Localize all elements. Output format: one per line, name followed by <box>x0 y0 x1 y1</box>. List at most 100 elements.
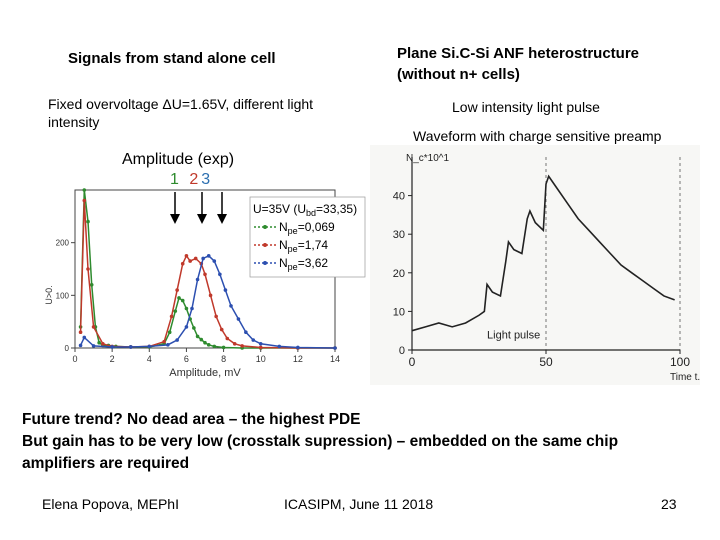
data-point <box>190 306 194 311</box>
y-axis-label: U>0. <box>44 285 54 304</box>
data-point <box>212 259 217 263</box>
x-tick-label: 14 <box>330 354 340 364</box>
x-axis-label: Time t. <box>670 372 700 383</box>
data-point <box>162 339 166 344</box>
x-tick-label: 12 <box>293 354 303 364</box>
legend-swatch-dot <box>263 243 267 247</box>
data-point <box>214 314 218 319</box>
data-point <box>78 330 83 334</box>
footer-page-number: 23 <box>661 496 677 512</box>
data-point <box>86 267 90 271</box>
y-tick-label: 40 <box>393 191 405 203</box>
data-point <box>225 336 230 341</box>
data-point <box>173 309 178 313</box>
data-point <box>244 330 248 334</box>
data-point <box>192 326 196 330</box>
waveform-line <box>411 174 675 332</box>
data-point <box>184 325 189 329</box>
data-point <box>206 254 211 258</box>
y-tick-label: 30 <box>393 229 405 241</box>
data-point <box>236 317 241 321</box>
x-tick-label: 50 <box>539 355 553 369</box>
low-intensity-label: Low intensity light pulse <box>452 99 600 115</box>
arrow-1-icon <box>170 214 180 224</box>
x-tick-label: 0 <box>409 355 416 369</box>
data-point <box>229 304 233 308</box>
x-tick-label: 4 <box>147 354 152 364</box>
future-line3: amplifiers are required <box>22 455 190 472</box>
data-point <box>86 219 90 224</box>
data-point <box>218 272 222 277</box>
data-point <box>82 335 87 340</box>
data-point <box>277 344 282 349</box>
data-point <box>193 256 198 261</box>
scan-background <box>370 145 700 385</box>
data-point <box>167 330 172 334</box>
arrow-3-icon <box>217 214 227 224</box>
data-point <box>223 288 228 292</box>
data-point <box>82 188 87 192</box>
data-point <box>175 338 179 342</box>
data-point <box>203 272 207 277</box>
legend-entry: Npe=3,62 <box>279 256 328 272</box>
data-point <box>147 344 152 349</box>
y-tick-label: 200 <box>56 239 70 248</box>
legend-box <box>249 196 366 278</box>
arrow-2-icon <box>197 214 207 224</box>
y-tick-label: 100 <box>56 291 70 300</box>
data-point <box>89 283 94 287</box>
y-tick-label: 0 <box>65 344 70 353</box>
marker-2: 2 <box>189 171 202 188</box>
data-point <box>110 345 114 349</box>
legend-swatch-dot <box>263 261 267 265</box>
right-title-line1: Plane Si.C-Si ANF heterostructure <box>397 45 639 62</box>
condition-part3: intensity <box>48 114 100 130</box>
data-point <box>195 334 200 339</box>
data-point <box>78 343 83 348</box>
y-tick-label: 20 <box>393 268 405 280</box>
footer-conference: ICASIPM, June 11 2018 <box>284 496 434 512</box>
amplitude-exp-label: Amplitude (exp) <box>122 151 235 168</box>
condition-part2: , different light <box>225 96 314 112</box>
condition-text: Fixed overvoltage ΔU=1.65V, different li… <box>48 95 368 131</box>
data-point <box>221 345 226 350</box>
right-title: Plane Si.C-Si ANF heterostructure (witho… <box>397 43 639 85</box>
future-line1: Future trend? No dead area – the highest… <box>22 411 361 428</box>
data-point <box>258 345 263 350</box>
x-tick-label: 100 <box>670 355 690 369</box>
x-tick-label: 0 <box>72 354 77 364</box>
x-tick-label: 6 <box>184 354 189 364</box>
data-point <box>212 344 217 349</box>
marker-1: 1 <box>170 171 182 188</box>
data-point <box>208 293 213 298</box>
data-point <box>177 296 181 300</box>
data-point <box>258 341 263 346</box>
data-point <box>203 340 207 345</box>
marker-arrows <box>170 192 227 224</box>
x-tick-label: 2 <box>110 354 115 364</box>
light-pulse-annotation: Light pulse <box>487 329 540 341</box>
condition-part1: Fixed overvoltage <box>48 96 163 112</box>
data-point <box>91 325 96 329</box>
data-point <box>180 298 185 303</box>
data-point <box>188 259 192 263</box>
data-point <box>166 343 170 347</box>
waveform-chart: 0 10 20 30 40 0 50 100 N_c*10^1 Time t. Light puls… <box>370 145 700 385</box>
waveform-label: Waveform with charge sensitive preamp <box>413 128 662 144</box>
y-axis-label: N_c*10^1 <box>406 153 449 164</box>
marker-3: 3 <box>201 171 214 188</box>
future-line2: But gain has to be very low (crosstalk s… <box>22 433 619 450</box>
future-trend-text: Future trend? No dead area – the highest… <box>22 409 618 475</box>
data-point <box>128 345 133 349</box>
data-point <box>240 344 244 348</box>
data-point <box>184 254 189 258</box>
data-point <box>180 261 185 266</box>
legend-swatch-dot <box>263 225 267 229</box>
left-title: Signals from stand alone cell <box>68 50 276 67</box>
x-tick-label: 10 <box>256 354 266 364</box>
data-point <box>201 256 205 261</box>
y-tick-label: 10 <box>393 306 405 318</box>
data-point <box>333 346 337 350</box>
right-title-line2: (without n+ cells) <box>397 66 520 83</box>
data-point <box>195 277 200 282</box>
